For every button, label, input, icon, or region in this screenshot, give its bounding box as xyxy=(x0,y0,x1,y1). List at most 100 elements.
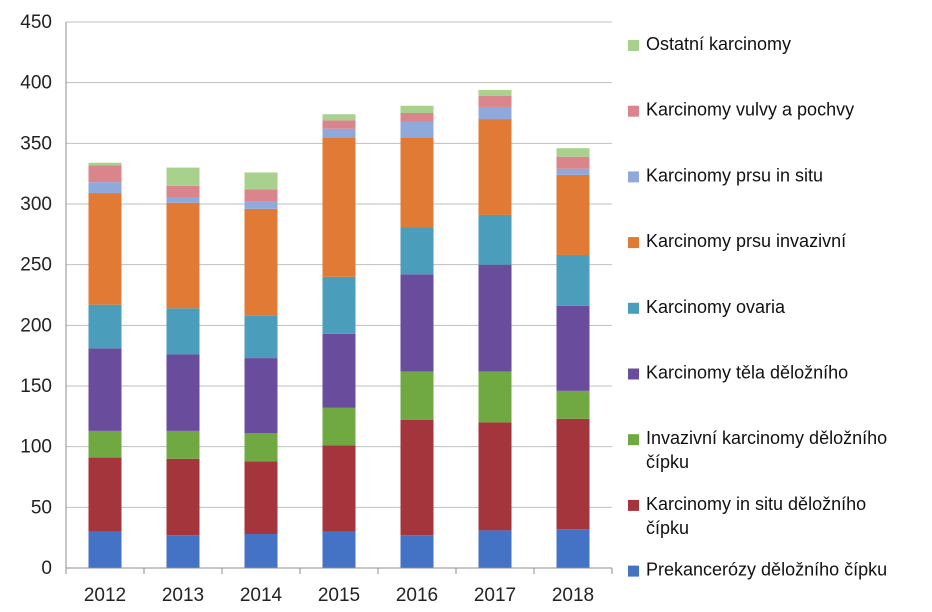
bar-segment xyxy=(88,457,122,532)
legend-entry: Prekancerózy děložního čípku xyxy=(646,560,887,580)
bar-segment xyxy=(244,461,278,535)
bar-segment xyxy=(322,407,356,446)
bar-segment xyxy=(322,120,356,129)
bar-segment xyxy=(244,315,278,359)
legend-label-line: Karcinomy vulvy a pochvy xyxy=(646,100,854,120)
bar-segment xyxy=(478,106,512,120)
legend-label-line: čípku xyxy=(646,518,689,538)
bar-segment xyxy=(244,189,278,202)
bar-segment xyxy=(478,89,512,97)
legend-entry: Karcinomy těla děložního xyxy=(646,363,848,383)
legend-label-line: Karcinomy prsu in situ xyxy=(646,165,823,185)
bar-segment xyxy=(400,274,434,372)
y-tick-label: 400 xyxy=(20,73,52,94)
x-tick-label: 2015 xyxy=(318,585,360,606)
bar-segment xyxy=(478,371,512,423)
bar-segment xyxy=(478,264,512,372)
x-tick-label: 2017 xyxy=(474,585,516,606)
bar-segment xyxy=(88,165,122,183)
y-tick-label: 350 xyxy=(20,133,52,154)
legend-label-line: Karcinomy těla děložního xyxy=(646,363,848,383)
bar-segment xyxy=(400,227,434,275)
bar-segment xyxy=(400,419,434,536)
bar-segment xyxy=(556,148,590,157)
bar-segment xyxy=(322,137,356,277)
legend-swatch xyxy=(628,105,639,117)
bar-segment xyxy=(478,96,512,107)
y-tick-label: 300 xyxy=(20,194,52,215)
legend-swatch xyxy=(628,368,639,380)
bar-segment xyxy=(244,433,278,462)
legend-label-line: Invazivní karcinomy děložního xyxy=(646,428,887,448)
bar-segment xyxy=(166,430,200,459)
bar-segment xyxy=(88,348,122,431)
bar-segment xyxy=(166,308,200,355)
x-tick-label: 2013 xyxy=(162,585,204,606)
bar-segment xyxy=(556,529,590,568)
bar-segment xyxy=(88,193,122,305)
y-tick-label: 0 xyxy=(41,558,52,579)
y-tick-label: 150 xyxy=(20,376,52,397)
bar-segment xyxy=(88,531,122,568)
bar-segment xyxy=(400,535,434,568)
bar-segment xyxy=(322,114,356,121)
bar-segment xyxy=(166,197,200,203)
bar-segment xyxy=(166,202,200,309)
bar-segment xyxy=(400,113,434,122)
bar-segment xyxy=(88,162,122,166)
legend-swatch xyxy=(628,434,639,446)
bar-segment xyxy=(88,430,122,458)
x-tick-label: 2014 xyxy=(240,585,283,606)
bar-segment xyxy=(244,172,278,190)
legend-entry: Invazivní karcinomy děložního čípku xyxy=(646,428,887,472)
legend-entry: Karcinomy vulvy a pochvy xyxy=(646,100,854,120)
bar-segment xyxy=(556,168,590,175)
bar-segment xyxy=(556,174,590,255)
bar-segment xyxy=(556,305,590,391)
bar-segment xyxy=(166,535,200,568)
bar-segment xyxy=(478,214,512,265)
legend-label-line: čípku xyxy=(646,452,689,472)
bar-segment xyxy=(166,354,200,431)
axes: 0 50 100 150 200 250 300 350 400 450 2012 2013 2014 2… xyxy=(20,12,613,606)
legend-label-line: Karcinomy ovaria xyxy=(646,297,786,317)
legend-entry: Karcinomy prsu invazivní xyxy=(646,231,846,251)
bar-segment xyxy=(244,534,278,568)
bar-segment xyxy=(556,390,590,419)
legend-entry: Karcinomy ovaria xyxy=(646,297,786,317)
legend-swatch xyxy=(628,302,639,314)
bar-segment xyxy=(400,105,434,113)
legend-label-line: Karcinomy in situ děložního xyxy=(646,494,866,514)
bar-segment xyxy=(322,128,356,138)
y-tick-label: 50 xyxy=(31,497,52,518)
bar-segment xyxy=(244,358,278,434)
bar-segment xyxy=(322,445,356,532)
bar-segment xyxy=(322,333,356,408)
bar-segment xyxy=(556,418,590,530)
x-tick-label: 2012 xyxy=(84,585,126,606)
bar-segment xyxy=(478,530,512,568)
bars xyxy=(88,89,590,568)
bar-segment xyxy=(166,185,200,198)
bar-segment xyxy=(478,422,512,531)
bar-segment xyxy=(400,371,434,420)
bar-segment xyxy=(88,304,122,349)
y-tick-label: 100 xyxy=(20,437,52,458)
bar-segment xyxy=(400,121,434,138)
bar-segment xyxy=(478,119,512,215)
y-tick-label: 450 xyxy=(20,12,52,33)
bar-segment xyxy=(244,208,278,316)
legend-swatch xyxy=(628,565,639,577)
legend-swatch xyxy=(628,40,639,51)
legend-label-line: Prekancerózy děložního čípku xyxy=(646,560,887,580)
x-tick-label: 2018 xyxy=(552,585,594,606)
legend-swatch xyxy=(628,499,639,511)
x-tick-label: 2016 xyxy=(396,585,438,606)
bar-segment xyxy=(244,201,278,209)
bar-segment xyxy=(322,276,356,334)
bar-segment xyxy=(88,182,122,194)
y-tick-label: 200 xyxy=(20,315,52,336)
legend-swatch xyxy=(628,237,639,249)
